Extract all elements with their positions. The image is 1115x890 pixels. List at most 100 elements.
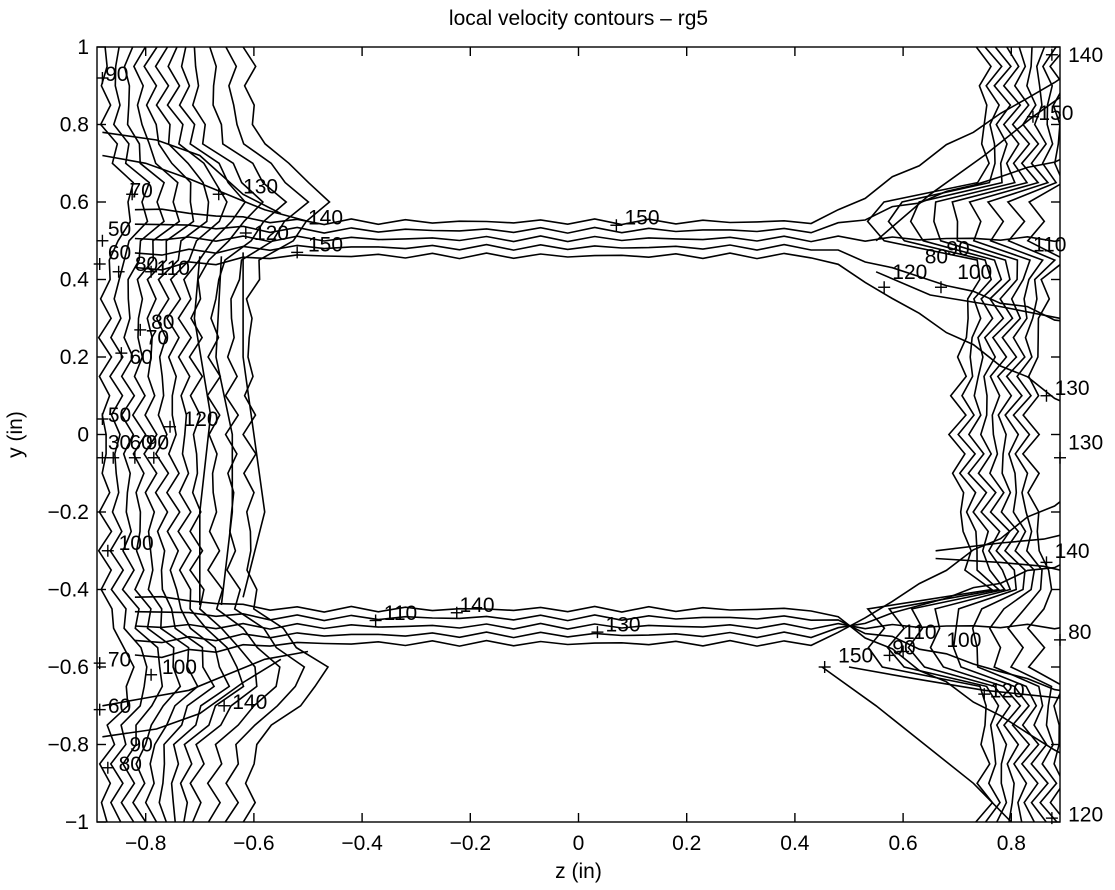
contour-label: 140 <box>1055 540 1090 563</box>
contour-label: 90 <box>146 431 169 454</box>
contour-label-marker <box>369 614 382 627</box>
contour-line-right <box>986 47 1050 822</box>
x-tick-label: −0.8 <box>125 832 166 855</box>
contour-line-left <box>165 47 231 822</box>
contour-label: 110 <box>384 602 417 625</box>
contour-line-shear <box>102 154 309 223</box>
y-tick-label: 1 <box>77 36 89 59</box>
contour-label: 120 <box>892 261 927 284</box>
y-tick-label: 0.4 <box>60 269 90 292</box>
contour-line-shear <box>102 650 309 707</box>
contour-label: 130 <box>1055 377 1090 400</box>
contour-label-marker <box>101 544 114 557</box>
x-tick-label: 0.6 <box>889 832 918 855</box>
x-tick-label: −0.2 <box>450 832 491 855</box>
contour-label-marker <box>96 234 109 247</box>
contour-label: 60 <box>129 346 152 369</box>
contour-label: 50 <box>108 218 131 241</box>
contour-label: 60 <box>129 431 152 454</box>
contour-label-marker <box>897 645 910 658</box>
contour-label: 120 <box>990 679 1025 702</box>
contour-label: 80 <box>925 245 948 268</box>
contour-line-left <box>120 47 166 822</box>
contour-label-marker <box>112 265 125 278</box>
contour-label-marker <box>134 323 147 336</box>
contour-label: 150 <box>624 207 659 230</box>
contour-line-shear <box>134 595 1060 754</box>
x-tick-label: −0.4 <box>341 832 383 855</box>
contour-line-shear <box>134 610 1060 692</box>
contour-line-left <box>177 47 247 822</box>
y-tick-label: 0 <box>77 424 89 447</box>
contour-label-marker <box>291 246 304 259</box>
contour-label: 110 <box>1033 234 1066 257</box>
x-tick-label: 0.2 <box>672 832 701 855</box>
y-axis-ticks: 1 0.8 0.6 0.4 0.2 0 −0.2 −0.4 −0.6 −0.8 −1 <box>48 36 1060 834</box>
x-tick-label: −0.6 <box>233 832 274 855</box>
contour-line-left <box>188 47 265 822</box>
contour-label: 110 <box>157 257 190 280</box>
contour-label: 90 <box>892 637 915 660</box>
contour-label-marker <box>96 451 109 464</box>
contour-label: 120 <box>1068 803 1103 826</box>
contour-line-shear <box>134 158 1060 234</box>
x-tick-label: 0 <box>573 832 585 855</box>
contour-label: 60 <box>108 241 131 264</box>
contour-label-marker <box>212 188 225 201</box>
contour-line-left <box>224 47 310 822</box>
contour-line-right <box>935 557 1060 571</box>
contour-label: 100 <box>119 532 154 555</box>
contour-label: 100 <box>957 261 992 284</box>
contour-line-shear <box>134 243 1060 322</box>
contour-label-marker <box>610 219 623 232</box>
contour-line-left <box>242 47 331 822</box>
contour-line-shear <box>134 235 1060 243</box>
x-axis-ticks: −0.8 −0.6 −0.4 −0.2 0 0.2 0.4 0.6 0.8 <box>125 47 1026 855</box>
contour-label: 80 <box>135 253 158 276</box>
contour-label-marker <box>1045 48 1058 61</box>
y-tick-label: −1 <box>65 811 89 834</box>
contour-label-marker <box>96 413 109 425</box>
contour-line-right <box>935 534 1060 552</box>
contour-line-right <box>968 47 1040 822</box>
contour-label-marker <box>145 668 158 681</box>
chart-title: local velocity contours – rg5 <box>449 7 708 30</box>
contour-line-shear <box>102 658 282 738</box>
contour-line-right <box>1021 53 1060 816</box>
contour-line-left <box>154 47 216 822</box>
contour-label-marker <box>96 72 109 84</box>
contour-label-marker <box>147 451 160 464</box>
contour-label-marker <box>1040 389 1053 402</box>
contour-label: 150 <box>1038 102 1073 125</box>
contour-label-marker <box>1040 556 1053 569</box>
y-tick-label: −0.4 <box>48 579 90 602</box>
contour-line-right <box>907 47 1012 822</box>
contour-label: 70 <box>129 179 152 202</box>
contour-label: 140 <box>308 207 343 230</box>
x-tick-label: 0.4 <box>780 832 810 855</box>
contour-label: 80 <box>151 311 174 334</box>
contour-line-right <box>875 96 1060 242</box>
contour-label: 80 <box>1068 621 1091 644</box>
contour-line-shear <box>134 622 1060 630</box>
x-tick-label: 0.8 <box>997 832 1026 855</box>
contour-label: 50 <box>108 404 131 427</box>
contour-line-left-inner <box>242 252 266 598</box>
y-tick-label: 0.2 <box>60 346 89 369</box>
contour-line-left-inner <box>193 256 212 605</box>
contour-label-marker <box>107 451 120 464</box>
contour-label: 90 <box>129 734 152 757</box>
contour-label-marker <box>239 227 252 239</box>
contour-line-right <box>886 47 1003 822</box>
contour-label-marker <box>218 699 231 712</box>
contour-label: 120 <box>254 222 289 245</box>
x-axis-title: z (in) <box>555 860 602 883</box>
contour-line-right <box>1006 47 1058 822</box>
contour-label-marker <box>101 761 114 774</box>
contour-label: 130 <box>1068 431 1103 454</box>
contour-line-left <box>109 47 151 822</box>
contour-label: 60 <box>108 695 131 718</box>
contour-label-marker <box>1026 110 1039 123</box>
